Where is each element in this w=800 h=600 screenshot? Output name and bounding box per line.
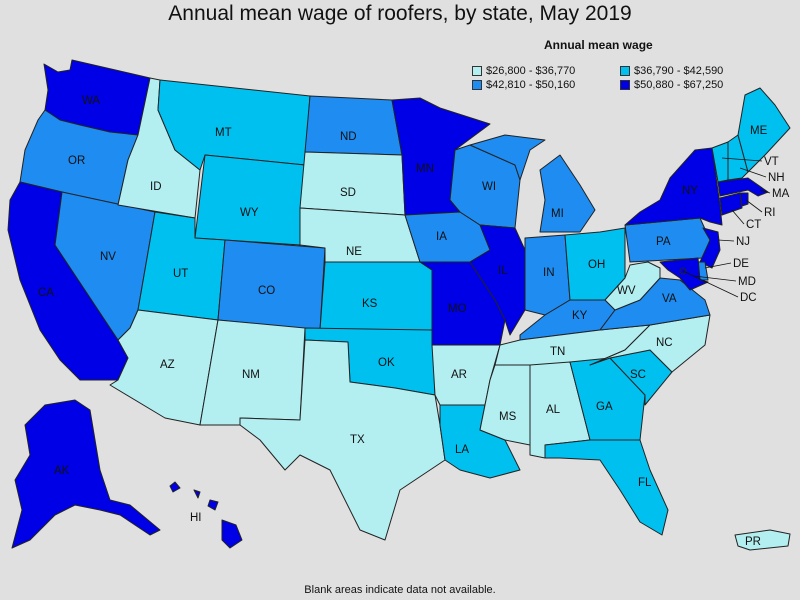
state-label-nv: NV [100, 251, 116, 263]
legend-swatch [472, 65, 482, 76]
state-label-mo: MO [448, 303, 467, 315]
state-label-mn: MN [416, 163, 434, 175]
state-sd[interactable] [299, 151, 406, 216]
state-label-nm: NM [242, 369, 260, 381]
legend-item-bin2: $36,790 - $42,590 [620, 64, 723, 77]
state-label-va: VA [662, 293, 677, 305]
state-label-ar: AR [451, 369, 467, 381]
state-label-hi: HI [190, 512, 202, 524]
footnote: Blank areas indicate data not available. [304, 584, 496, 596]
state-label-il: IL [498, 265, 508, 277]
state-ma[interactable] [717, 177, 769, 197]
state-nd[interactable] [304, 95, 403, 156]
state-label-me: ME [750, 125, 768, 137]
state-labels: WA OR CA NV ID MT WY UT AZ CO NM ND SD N… [38, 95, 790, 548]
state-label-ny: NY [682, 185, 698, 197]
legend-item-bin1: $26,800 - $36,770 [472, 64, 575, 77]
state-label-wy: WY [240, 207, 259, 219]
state-label-vt: VT [764, 156, 779, 168]
state-label-wi: WI [482, 181, 496, 193]
state-label-ms: MS [499, 411, 517, 423]
legend-item-bin4: $50,880 - $67,250 [620, 78, 723, 91]
state-ny[interactable] [624, 147, 723, 226]
state-label-mt: MT [215, 127, 232, 139]
state-label-sd: SD [340, 187, 356, 199]
state-label-dc: DC [740, 292, 757, 304]
state-label-ga: GA [596, 401, 613, 413]
state-label-pr: PR [745, 536, 761, 548]
state-label-wv: WV [617, 285, 636, 297]
state-label-ca: CA [38, 287, 54, 299]
state-label-nh: NH [768, 172, 785, 184]
state-label-nj: NJ [736, 236, 750, 248]
state-label-nd: ND [340, 131, 357, 143]
state-pr[interactable] [734, 529, 791, 551]
state-label-ne: NE [346, 246, 362, 258]
state-label-in: IN [543, 267, 555, 279]
state-il[interactable] [469, 224, 526, 336]
legend-swatch [620, 65, 630, 76]
map-title: Annual mean wage of roofers, by state, M… [168, 2, 632, 25]
state-nj[interactable] [699, 227, 721, 269]
legend-swatch [620, 79, 630, 90]
state-label-mi: MI [551, 208, 564, 220]
state-ri[interactable] [739, 192, 749, 207]
state-label-ut: UT [173, 268, 188, 280]
state-nc[interactable] [589, 314, 711, 373]
state-tx[interactable] [239, 339, 446, 541]
state-wy[interactable] [194, 154, 306, 246]
state-label-oh: OH [588, 259, 605, 271]
state-label-md: MD [738, 276, 756, 288]
state-label-ok: OK [378, 357, 395, 369]
state-hi[interactable] [169, 481, 243, 549]
state-mi[interactable] [469, 134, 596, 233]
legend-item-bin3: $42,810 - $50,160 [472, 78, 575, 91]
state-ak[interactable] [11, 399, 161, 549]
legend-label: $50,880 - $67,250 [634, 78, 724, 91]
state-label-az: AZ [160, 359, 175, 371]
state-label-ct: CT [746, 219, 761, 231]
state-label-ks: KS [362, 298, 378, 310]
state-label-la: LA [455, 444, 469, 456]
state-label-ak: AK [54, 465, 70, 477]
state-ga[interactable] [569, 357, 646, 441]
state-wv[interactable] [604, 261, 661, 311]
state-label-id: ID [150, 181, 162, 193]
legend-label: $26,800 - $36,770 [486, 64, 576, 77]
state-label-nc: NC [656, 337, 673, 349]
state-label-wa: WA [82, 95, 100, 107]
state-label-fl: FL [638, 477, 652, 489]
legend-title: Annual mean wage [544, 38, 653, 52]
state-label-de: DE [733, 258, 749, 270]
state-label-ri: RI [764, 207, 776, 219]
state-ks[interactable] [319, 261, 433, 331]
state-label-sc: SC [630, 369, 646, 381]
state-label-tn: TN [550, 346, 565, 358]
state-label-ma: MA [772, 188, 790, 200]
state-label-pa: PA [656, 236, 671, 248]
state-label-ia: IA [436, 231, 447, 243]
state-label-al: AL [546, 404, 561, 416]
legend-label: $42,810 - $50,160 [486, 78, 576, 91]
state-me[interactable] [737, 87, 791, 173]
state-label-co: CO [258, 285, 275, 297]
label-leaders [682, 157, 771, 298]
legend-swatch [472, 79, 482, 90]
state-label-ky: KY [572, 310, 588, 322]
state-label-or: OR [68, 155, 85, 167]
legend-label: $36,790 - $42,590 [634, 64, 724, 77]
state-fl[interactable] [544, 439, 669, 536]
state-ct[interactable] [719, 192, 743, 216]
state-label-tx: TX [350, 434, 365, 446]
